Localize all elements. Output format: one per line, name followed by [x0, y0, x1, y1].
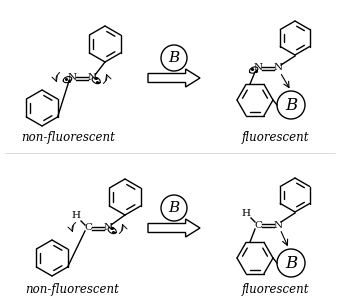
Text: N: N	[87, 73, 97, 83]
Text: fluorescent: fluorescent	[241, 132, 309, 144]
Text: B: B	[285, 255, 297, 271]
Text: H: H	[241, 208, 251, 218]
Text: H: H	[71, 211, 81, 221]
Text: N: N	[273, 221, 283, 230]
Text: N: N	[273, 64, 283, 73]
Text: fluorescent: fluorescent	[241, 283, 309, 297]
Text: non-fluorescent: non-fluorescent	[25, 283, 119, 297]
Text: non-fluorescent: non-fluorescent	[21, 132, 115, 144]
Text: C: C	[254, 221, 262, 230]
Text: B: B	[168, 201, 180, 215]
Text: N: N	[103, 223, 113, 233]
Text: B: B	[285, 96, 297, 114]
Text: B: B	[168, 51, 180, 65]
Text: N: N	[253, 64, 262, 73]
Text: C: C	[84, 223, 92, 233]
Text: N: N	[67, 73, 76, 83]
